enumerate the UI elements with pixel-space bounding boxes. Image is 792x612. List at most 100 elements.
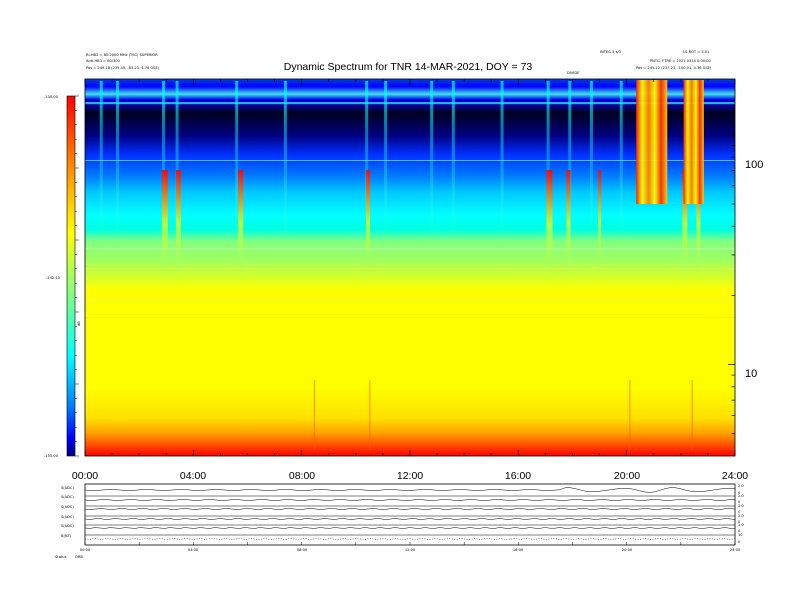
panel-label-1: S(ADC) [61,486,74,490]
interference-line-3 [691,380,693,450]
spectral-band-5 [85,317,735,318]
stripe-10 [500,81,504,251]
housekeeping-left-labels: S(ADC) S(ADC) S(ADC) S(ADC) S(ADC) B(NT) [61,486,74,538]
spectral-band-1 [85,160,735,161]
stripe-4 [235,81,239,251]
interference-line-1 [369,380,371,450]
housekeeping-panels: S(ADC) S(ADC) S(ADC) S(ADC) S(ADC) B(NT)… [55,483,744,559]
spectrogram-features [85,80,735,450]
right-header-line-3: PNTG, FTRE = 2021.0314 0:00:00 [650,59,712,63]
spectral-band-3 [85,268,735,269]
status-label: Status [55,555,67,559]
right-header-notes: INTEG 3 s/3 LS-ROT = 5.01 PNTG, FTRE = 2… [600,50,712,70]
hk-x-tick-1200: 12:00 [405,548,416,552]
panel-3-right-top: 2.0 [738,504,744,508]
left-header-line-3: Pos = 249.18 (235.45, -83.23, 4.76 GSE) [86,66,160,70]
y-tick-label-100: 100 [745,159,763,171]
burst-0 [161,170,168,280]
panel-trace-2 [84,499,735,501]
housekeeping-right-ticks: 2.0 0 2.0 0 2.0 0 2.0 0 1.0 0 10 0 [738,484,744,544]
burst-2 [238,170,244,280]
stripe-7 [384,81,388,251]
hk-x-tick-2400: 24:00 [730,548,741,552]
burst-5 [566,170,571,280]
x-tick-label-2400: 24:00 [722,470,748,482]
hk-x-tick-0400: 04:00 [188,548,199,552]
panel-trace-1 [84,487,736,493]
hk-x-tick-0800: 08:00 [297,548,308,552]
panel-4-right-top: 2.0 [738,514,744,518]
right-header-line-4: Pos = 245.22 (237.23, -100.01, 4.36 GSE) [636,66,712,70]
colorbar-scale [66,95,76,457]
panel-6-right-bottom: 0 [738,540,741,544]
stripe-12 [568,81,572,251]
stripe-0 [99,81,103,251]
panel-label-6: B(NT) [61,534,72,538]
status-value: ORB [75,555,83,559]
high-power-patch-2 [683,80,704,204]
housekeeping-frame [84,483,736,546]
interference-line-2 [629,380,631,450]
x-tick-label-2000: 20:00 [614,470,640,482]
stripe-8 [430,81,434,251]
burst-3 [366,170,371,280]
x-tick-labels: 00:00 04:00 08:00 12:00 16:00 20:00 24:0… [72,470,748,482]
colorbar-ticks [75,95,79,457]
panel-3-right-bottom: 0 [738,510,741,514]
hk-x-tick-0000: 00:00 [80,548,91,552]
panel-1-right-top: 2.0 [738,484,744,488]
colorbar-tick-label-top: -130.00 [44,95,59,99]
burst-4 [546,170,553,280]
panel-trace-6 [84,538,736,540]
marker-label: DIVIDE [567,71,580,75]
panel-trace-3 [84,508,736,510]
right-header-line-1: INTEG 3 s/3 [600,50,621,54]
spectrogram-x-ticks [84,79,736,456]
panel-trace-4 [84,518,736,520]
housekeeping-x-tick-labels: 00:00 04:00 08:00 12:00 16:00 20:00 24:0… [80,548,741,552]
spectrogram-background [85,79,735,456]
burst-1 [175,170,181,280]
stripe-3 [175,81,179,251]
housekeeping-traces [84,487,736,545]
panel-label-2: S(ADC) [61,495,74,499]
right-header-line-2: LS-ROT = 5.01 [683,50,709,54]
colorbar-tick-label-mid: -142.50 [46,276,61,280]
x-tick-label-1200: 12:00 [397,470,423,482]
spectral-band-0 [85,102,735,105]
stripe-14 [619,81,623,251]
panel-6-right-top: 10 [738,533,743,537]
panel-1-right-bottom: 0 [738,491,741,495]
panel-5-right-top: 1.0 [738,523,744,527]
x-tick-label-0400: 04:00 [180,470,206,482]
hk-x-tick-1600: 16:00 [513,548,524,552]
colorbar: -130.00 -142.50 -155.00 dB [44,95,81,458]
panel-2-right-bottom: 0 [738,500,741,504]
stripe-1 [116,81,119,251]
left-header-line-1: RI-HB3 = 80-2000 MHz (TSC) SUPERIOR [86,53,158,57]
panel-label-5: S(ADC) [61,524,74,528]
left-header-line-2: Anti-HB3 = 80/300 [86,59,121,63]
burst-6 [598,170,602,280]
spectral-band-2 [85,248,735,250]
stripe-9 [451,81,455,251]
panel-2-right-top: 2.0 [738,494,744,498]
panel-5-right-bottom: 0 [738,529,741,533]
panel-trace-5 [84,527,736,529]
hk-x-tick-2000: 20:00 [622,548,633,552]
high-power-patch-1 [636,80,668,204]
y-tick-label-10: 10 [745,368,757,380]
stripe-6 [365,81,369,251]
burst-7 [682,170,688,280]
panel-4-right-bottom: 0 [738,520,741,524]
spectrogram: 100 10 [84,78,763,457]
x-tick-label-0000: 00:00 [72,470,98,482]
stripe-13 [589,81,593,251]
colorbar-tick-label-bottom: -155.00 [44,454,59,458]
panel-label-4: S(ADC) [61,515,74,519]
stripe-11 [546,81,550,251]
colorbar-unit-label: dB [77,321,81,326]
left-header-notes: RI-HB3 = 80-2000 MHz (TSC) SUPERIOR Anti… [86,53,160,70]
spectral-band-4 [85,299,735,301]
